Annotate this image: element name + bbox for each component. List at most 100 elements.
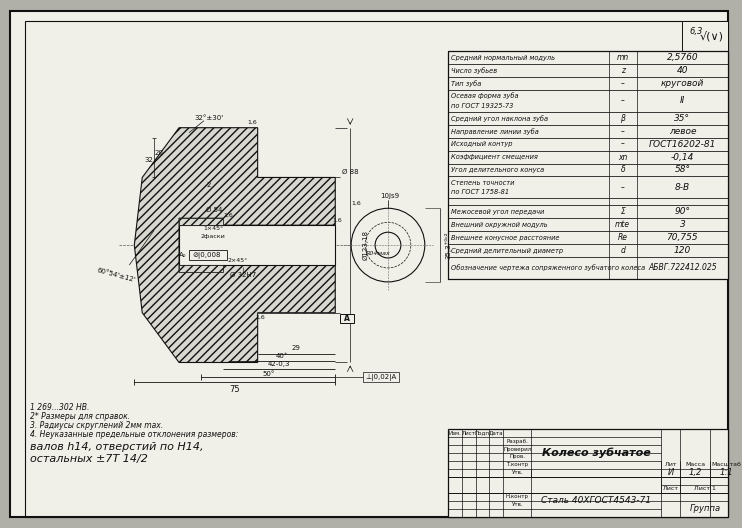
Text: ⊘|0,008: ⊘|0,008 bbox=[192, 251, 220, 259]
Text: 1:1: 1:1 bbox=[720, 468, 733, 477]
Text: 70,755: 70,755 bbox=[666, 233, 698, 242]
Circle shape bbox=[375, 232, 401, 258]
Text: Средний делительный диаметр: Средний делительный диаметр bbox=[450, 248, 562, 253]
Text: 58°: 58° bbox=[674, 165, 691, 174]
Text: A₀: A₀ bbox=[180, 252, 187, 258]
Text: Сталь 40ХГОСТ4543-71: Сталь 40ХГОСТ4543-71 bbox=[541, 496, 651, 505]
Text: 40⁺: 40⁺ bbox=[275, 353, 288, 359]
Bar bbox=[447, 244, 728, 257]
Bar bbox=[447, 90, 728, 112]
Text: АБВГ.722412.025: АБВГ.722412.025 bbox=[648, 263, 717, 272]
Text: круговой: круговой bbox=[661, 79, 704, 88]
Text: 2фаски: 2фаски bbox=[200, 234, 226, 239]
Text: 75: 75 bbox=[229, 385, 240, 394]
Text: –: – bbox=[621, 183, 625, 192]
Text: z: z bbox=[621, 66, 625, 75]
Text: 1,6: 1,6 bbox=[248, 120, 257, 125]
Text: Re: Re bbox=[618, 233, 628, 242]
Text: 20: 20 bbox=[155, 149, 163, 156]
Text: A: A bbox=[344, 314, 350, 323]
Text: Исходный контур: Исходный контур bbox=[450, 141, 512, 147]
Text: β: β bbox=[620, 114, 626, 122]
Text: левое: левое bbox=[669, 127, 696, 136]
Text: mte: mte bbox=[615, 220, 630, 229]
Polygon shape bbox=[179, 265, 223, 272]
Text: √(∨): √(∨) bbox=[699, 31, 723, 41]
Bar bbox=[447, 176, 728, 199]
Text: И: И bbox=[667, 468, 674, 477]
Text: Лист: Лист bbox=[462, 431, 476, 436]
Text: 1×45°: 1×45° bbox=[203, 225, 223, 231]
Text: 1,6: 1,6 bbox=[223, 213, 233, 218]
Text: ГОСТ16202-81: ГОСТ16202-81 bbox=[649, 139, 716, 148]
Text: –: – bbox=[621, 79, 625, 88]
Text: 2×45°: 2×45° bbox=[228, 258, 248, 262]
Text: Масштаб: Масштаб bbox=[712, 463, 741, 467]
Text: Масса: Масса bbox=[686, 463, 706, 467]
Text: II: II bbox=[680, 96, 685, 106]
Text: 2* Размеры для справок.: 2* Размеры для справок. bbox=[30, 412, 130, 421]
Text: по ГОСТ 1758-81: по ГОСТ 1758-81 bbox=[450, 189, 509, 195]
Bar bbox=[447, 150, 728, 164]
Text: Коэффициент смещения: Коэффициент смещения bbox=[450, 154, 537, 160]
Text: 1,6: 1,6 bbox=[332, 218, 342, 223]
Text: Разраб.: Разраб. bbox=[506, 439, 528, 444]
Text: 2,5760: 2,5760 bbox=[666, 53, 698, 62]
Text: Ø123,18: Ø123,18 bbox=[362, 230, 368, 260]
Text: Внешнее конусное расстояние: Внешнее конусное расстояние bbox=[450, 234, 559, 241]
Polygon shape bbox=[179, 218, 223, 225]
Polygon shape bbox=[134, 128, 335, 363]
Bar bbox=[683, 21, 728, 51]
Text: Изм.: Изм. bbox=[448, 431, 461, 436]
Text: 2: 2 bbox=[207, 182, 211, 188]
Text: Число зубьев: Число зубьев bbox=[450, 67, 497, 74]
Bar bbox=[447, 164, 728, 176]
Text: Группа: Группа bbox=[690, 504, 721, 513]
Text: 10Js9: 10Js9 bbox=[381, 193, 399, 200]
Polygon shape bbox=[179, 225, 335, 265]
Text: 3. Радиусы скруглений 2мм max.: 3. Радиусы скруглений 2мм max. bbox=[30, 421, 163, 430]
Bar bbox=[447, 125, 728, 138]
Bar bbox=[447, 138, 728, 150]
Circle shape bbox=[351, 208, 424, 282]
Text: 1,6: 1,6 bbox=[351, 201, 361, 206]
Text: Дата: Дата bbox=[489, 431, 504, 436]
Bar bbox=[447, 64, 728, 77]
Text: 32°±30': 32°±30' bbox=[194, 115, 223, 121]
Text: d: d bbox=[620, 246, 626, 255]
Text: Осевая форма зуба: Осевая форма зуба bbox=[450, 92, 518, 99]
Bar bbox=[341, 314, 354, 323]
Text: 35,3⁺⁰ᶜ²: 35,3⁺⁰ᶜ² bbox=[444, 231, 451, 259]
Text: валов h14, отверстий по H14,: валов h14, отверстий по H14, bbox=[30, 442, 203, 452]
Text: –: – bbox=[621, 127, 625, 136]
Text: 50°: 50° bbox=[262, 371, 275, 378]
Text: Угол делительного конуса: Угол делительного конуса bbox=[450, 167, 544, 173]
Text: Т.контр: Т.контр bbox=[506, 463, 528, 467]
Bar bbox=[447, 218, 728, 231]
Text: Ø 32Н7: Ø 32Н7 bbox=[229, 272, 256, 278]
Text: Лист: Лист bbox=[663, 486, 678, 492]
Bar bbox=[447, 112, 728, 125]
Text: Ø 54: Ø 54 bbox=[206, 208, 222, 213]
Text: остальных ±7Т 14/2: остальных ±7Т 14/2 bbox=[30, 454, 148, 464]
Text: mn: mn bbox=[617, 53, 629, 62]
Text: Тип зуба: Тип зуба bbox=[450, 80, 481, 87]
Bar bbox=[447, 429, 728, 517]
Text: –: – bbox=[621, 139, 625, 148]
Text: Ø 88: Ø 88 bbox=[342, 168, 359, 174]
Circle shape bbox=[365, 222, 411, 268]
Text: 1,6: 1,6 bbox=[256, 315, 266, 320]
Text: xn: xn bbox=[618, 153, 628, 162]
Text: Утв.: Утв. bbox=[511, 502, 523, 507]
Text: Степень точности: Степень точности bbox=[450, 180, 514, 185]
Text: Колесо зубчатое: Колесо зубчатое bbox=[542, 448, 650, 458]
Bar bbox=[447, 257, 728, 279]
Text: 32: 32 bbox=[145, 156, 154, 163]
Text: 29: 29 bbox=[292, 345, 301, 351]
Text: 6,3: 6,3 bbox=[689, 27, 703, 36]
Text: Средний угол наклона зуба: Средний угол наклона зуба bbox=[450, 115, 548, 121]
Text: 90°: 90° bbox=[674, 208, 691, 216]
Text: Направление линии зуба: Направление линии зуба bbox=[450, 128, 539, 135]
Text: 60°54'±12': 60°54'±12' bbox=[96, 267, 137, 283]
Text: 35°: 35° bbox=[674, 114, 691, 122]
